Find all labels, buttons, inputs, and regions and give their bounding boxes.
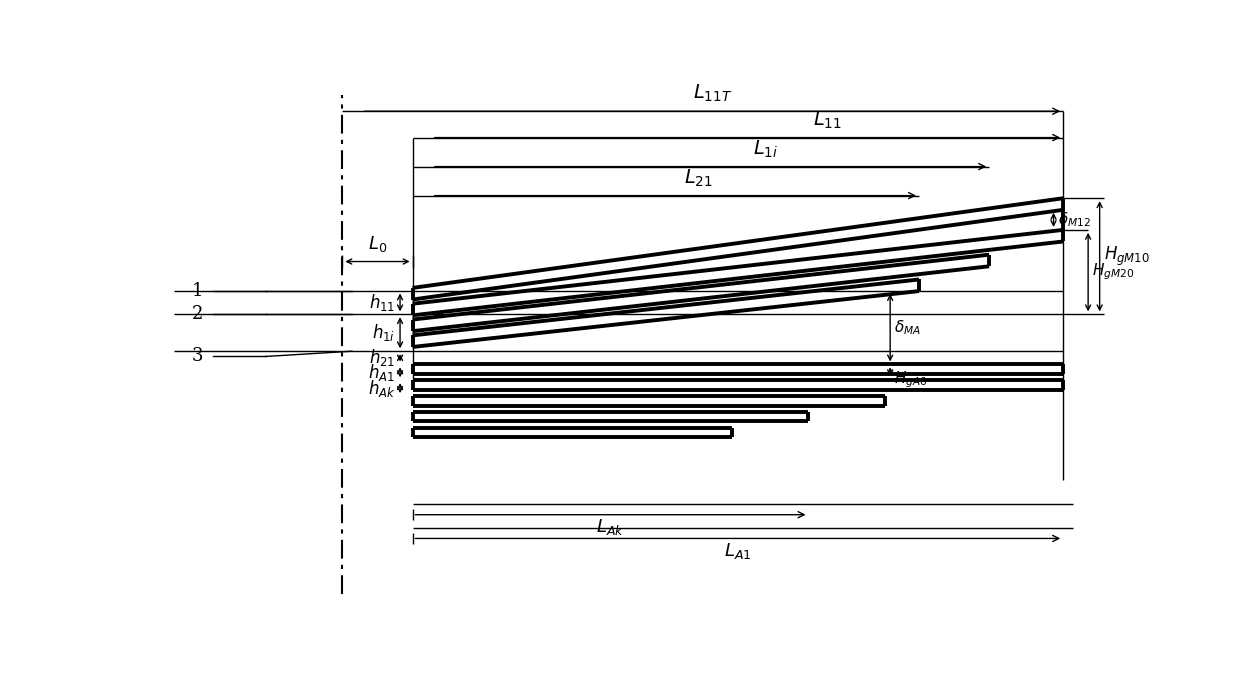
Text: $L_{11}$: $L_{11}$ [813,110,842,132]
Text: $h_{A1}$: $h_{A1}$ [368,362,396,383]
Text: $H_{gA0}$: $H_{gA0}$ [894,369,928,390]
Text: 1: 1 [191,282,203,299]
Text: $\delta_{MA}$: $\delta_{MA}$ [894,319,921,337]
Text: 2: 2 [192,306,203,323]
Text: $L_{21}$: $L_{21}$ [683,168,713,189]
Text: $L_{Ak}$: $L_{Ak}$ [596,517,625,537]
Text: $\delta_{M12}$: $\delta_{M12}$ [1058,210,1091,229]
Text: $h_{11}$: $h_{11}$ [370,292,396,313]
Text: $H_{gM20}$: $H_{gM20}$ [1092,262,1135,282]
Text: $L_{1i}$: $L_{1i}$ [753,139,777,160]
Text: $L_{A1}$: $L_{A1}$ [724,541,751,561]
Text: $h_{21}$: $h_{21}$ [370,347,396,369]
Text: 3: 3 [191,347,203,366]
Text: $h_{1i}$: $h_{1i}$ [372,322,396,343]
Text: $L_0$: $L_0$ [368,234,387,254]
Text: $h_{Ak}$: $h_{Ak}$ [367,377,396,399]
Text: $L_{11T}$: $L_{11T}$ [693,82,732,104]
Text: $H_{gM10}$: $H_{gM10}$ [1104,245,1149,268]
